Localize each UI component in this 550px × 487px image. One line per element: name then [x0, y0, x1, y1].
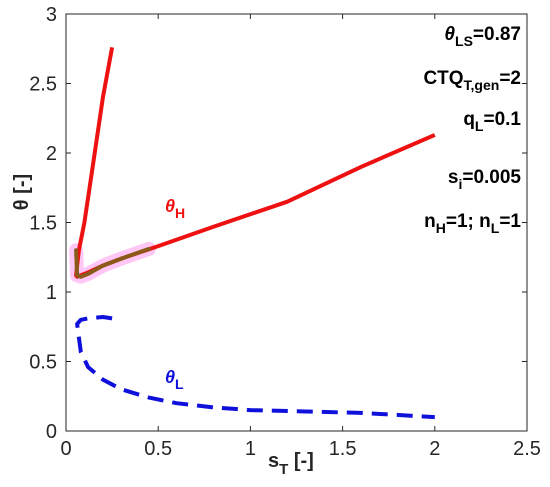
y-tick-label: 2: [46, 143, 57, 165]
x-tick-label: 1.5: [329, 438, 357, 460]
x-axis-label: sT [-]: [268, 450, 314, 478]
theta-h-label: θH: [165, 196, 185, 221]
x-tick-label: 2: [429, 438, 440, 460]
annotation-line: si=0.005: [448, 167, 522, 192]
x-tick-label: 2.5: [513, 438, 541, 460]
series-layer: θH θL: [69, 47, 436, 420]
x-tick-label: 0.5: [144, 438, 172, 460]
x-axis-ticks: 0 0.5 1 1.5 2 2.5: [60, 14, 541, 460]
y-tick-label: 1: [46, 282, 57, 304]
annotation-line: qL=0.1: [463, 109, 521, 134]
y-tick-label: 0.5: [29, 352, 57, 374]
annotation-line: θLS=0.87: [444, 24, 521, 49]
annotation-line: CTQT,gen=2: [423, 68, 521, 93]
theta-l-label: θL: [165, 367, 184, 392]
annotation-line: nH=1; nL=1: [424, 211, 521, 236]
y-axis-label: θ [-]: [11, 174, 33, 210]
axis-labels: sT [-] θ [-]: [11, 174, 314, 478]
axes-box: [65, 13, 528, 432]
x-tick-label: 1: [245, 438, 256, 460]
y-tick-label: 2.5: [29, 74, 57, 96]
plot-area: [65, 13, 528, 432]
y-tick-label: 3: [46, 4, 57, 26]
theta-l-line: [75, 315, 435, 420]
parameter-annotations: θLS=0.87 CTQT,gen=2 qL=0.1 si=0.005 nH=1; nL…: [423, 24, 521, 236]
x-tick-label: 0: [60, 438, 71, 460]
y-tick-label: 0: [46, 421, 57, 443]
theta-h-overlap-segment: [74, 246, 151, 279]
y-axis-ticks: 0 0.5 1 1.5 2 2.5 3: [29, 4, 527, 443]
y-tick-label: 1.5: [29, 213, 57, 235]
